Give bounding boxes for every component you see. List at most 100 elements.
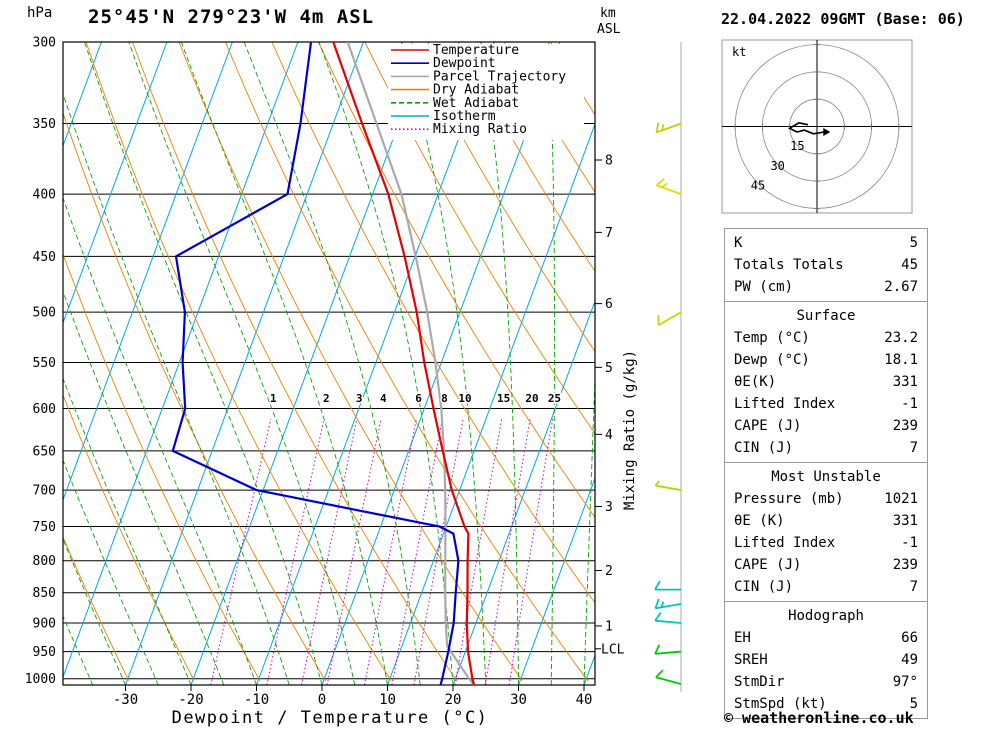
svg-text:Dewpoint: Dewpoint	[433, 56, 496, 71]
wind-barb	[654, 598, 682, 610]
row-label: CAPE (J)	[734, 418, 802, 434]
row-value: 1021	[884, 491, 918, 507]
svg-text:kt: kt	[732, 45, 746, 59]
table-row: Totals Totals 45	[725, 254, 927, 276]
row-value: 331	[892, 374, 918, 390]
row-value: 239	[892, 557, 918, 573]
table-section-title: Surface	[796, 308, 856, 324]
hodograph-trace	[788, 122, 825, 135]
row-value: 2.67	[884, 279, 918, 295]
row-label: K	[734, 235, 743, 251]
row-label: StmDir	[734, 674, 785, 690]
row-value: 5	[909, 235, 918, 251]
row-label: Lifted Index	[734, 535, 836, 551]
row-label: θE(K)	[734, 374, 777, 390]
row-label: Temp (°C)	[734, 330, 810, 346]
svg-text:Dry Adiabat: Dry Adiabat	[433, 83, 519, 98]
svg-text:8: 8	[605, 154, 613, 169]
table-row: Lifted Index -1	[725, 393, 927, 415]
svg-text:1000: 1000	[25, 672, 56, 687]
row-label: SREH	[734, 652, 768, 668]
svg-text:500: 500	[33, 306, 56, 321]
row-label: Dewp (°C)	[734, 352, 810, 368]
svg-text:300: 300	[33, 36, 56, 51]
row-value: 239	[892, 418, 918, 434]
svg-text:40: 40	[576, 692, 593, 708]
row-value: -1	[901, 535, 918, 551]
svg-text:Mixing Ratio (g/kg): Mixing Ratio (g/kg)	[622, 350, 638, 510]
svg-text:950: 950	[33, 645, 56, 660]
datetime-title: 22.04.2022 09GMT (Base: 06)	[721, 10, 965, 28]
row-label: EH	[734, 630, 751, 646]
svg-text:2: 2	[605, 564, 613, 579]
table-row: CAPE (J) 239	[725, 554, 927, 576]
surface-table: Surface Temp (°C) 23.2 Dewp (°C) 18.1 θE(K) 33…	[724, 301, 928, 463]
parcel-trajectory-curve	[346, 42, 475, 685]
table-row: CAPE (J) 239	[725, 415, 927, 437]
wind-barb	[654, 580, 681, 591]
svg-text:4: 4	[380, 392, 387, 405]
svg-text:15: 15	[790, 139, 804, 153]
svg-text:10: 10	[458, 392, 471, 405]
table-row: Temp (°C) 23.2	[725, 327, 927, 349]
table-row: Lifted Index -1	[725, 532, 927, 554]
row-value: 45	[901, 257, 918, 273]
row-value: 7	[909, 579, 918, 595]
table-row: θE(K) 331	[725, 371, 927, 393]
row-label: θE (K)	[734, 513, 785, 529]
svg-text:30: 30	[770, 159, 784, 173]
row-label: PW (cm)	[734, 279, 794, 295]
svg-text:450: 450	[33, 250, 56, 265]
svg-text:400: 400	[33, 188, 56, 203]
table-row: PW (cm) 2.67	[725, 276, 927, 298]
svg-text:350: 350	[33, 117, 56, 132]
wind-barb	[654, 480, 682, 491]
table-row: StmDir 97°	[725, 671, 927, 693]
svg-text:5: 5	[605, 361, 613, 376]
sounding-curves	[171, 42, 476, 685]
wind-barb	[655, 122, 682, 134]
row-label: Totals Totals	[734, 257, 844, 273]
hodograph-table: Hodograph EH 66 SREH 49 StmDir 97° StmSpd (kt) 5	[724, 601, 928, 719]
svg-text:45: 45	[751, 178, 765, 192]
row-value: 97°	[892, 674, 918, 690]
plot-border	[62, 41, 596, 686]
svg-text:1: 1	[605, 619, 613, 634]
table-row: SREH 49	[725, 649, 927, 671]
stats-panel: K 5 Totals Totals 45 PW (cm) 2.67 Surface Temp…	[724, 228, 928, 719]
row-value: 23.2	[884, 330, 918, 346]
row-value: 18.1	[884, 352, 918, 368]
svg-text:20: 20	[445, 692, 462, 708]
temperature-curve	[332, 42, 476, 685]
row-label: StmSpd (kt)	[734, 696, 827, 712]
svg-text:2: 2	[323, 392, 330, 405]
svg-text:800: 800	[33, 554, 56, 569]
svg-text:3: 3	[605, 500, 613, 515]
table-row: θE (K) 331	[725, 510, 927, 532]
svg-text:6: 6	[605, 297, 613, 312]
svg-text:10: 10	[379, 692, 396, 708]
hodograph: 15 30 45 kt	[721, 39, 913, 214]
svg-text:LCL: LCL	[601, 642, 625, 657]
table-row: EH 66	[725, 627, 927, 649]
svg-text:Isotherm: Isotherm	[433, 109, 496, 124]
svg-text:900: 900	[33, 616, 56, 631]
svg-text:1: 1	[270, 392, 277, 405]
svg-text:25: 25	[548, 392, 561, 405]
svg-text:8: 8	[441, 392, 448, 405]
wind-barb-column	[654, 42, 682, 692]
row-label: CAPE (J)	[734, 557, 802, 573]
station-title: 25°45'N 279°23'W 4m ASL	[88, 6, 375, 28]
row-label: Pressure (mb)	[734, 491, 844, 507]
svg-text:Temperature: Temperature	[433, 43, 519, 58]
table-row: Pressure (mb) 1021	[725, 488, 927, 510]
row-value: -1	[901, 396, 918, 412]
row-value: 5	[909, 696, 918, 712]
svg-text:0: 0	[318, 692, 326, 708]
axis-labels: hPa3003504004505005506006507007508008509…	[25, 5, 638, 728]
svg-text:Parcel Trajectory: Parcel Trajectory	[433, 69, 566, 84]
svg-text:7: 7	[605, 226, 613, 241]
